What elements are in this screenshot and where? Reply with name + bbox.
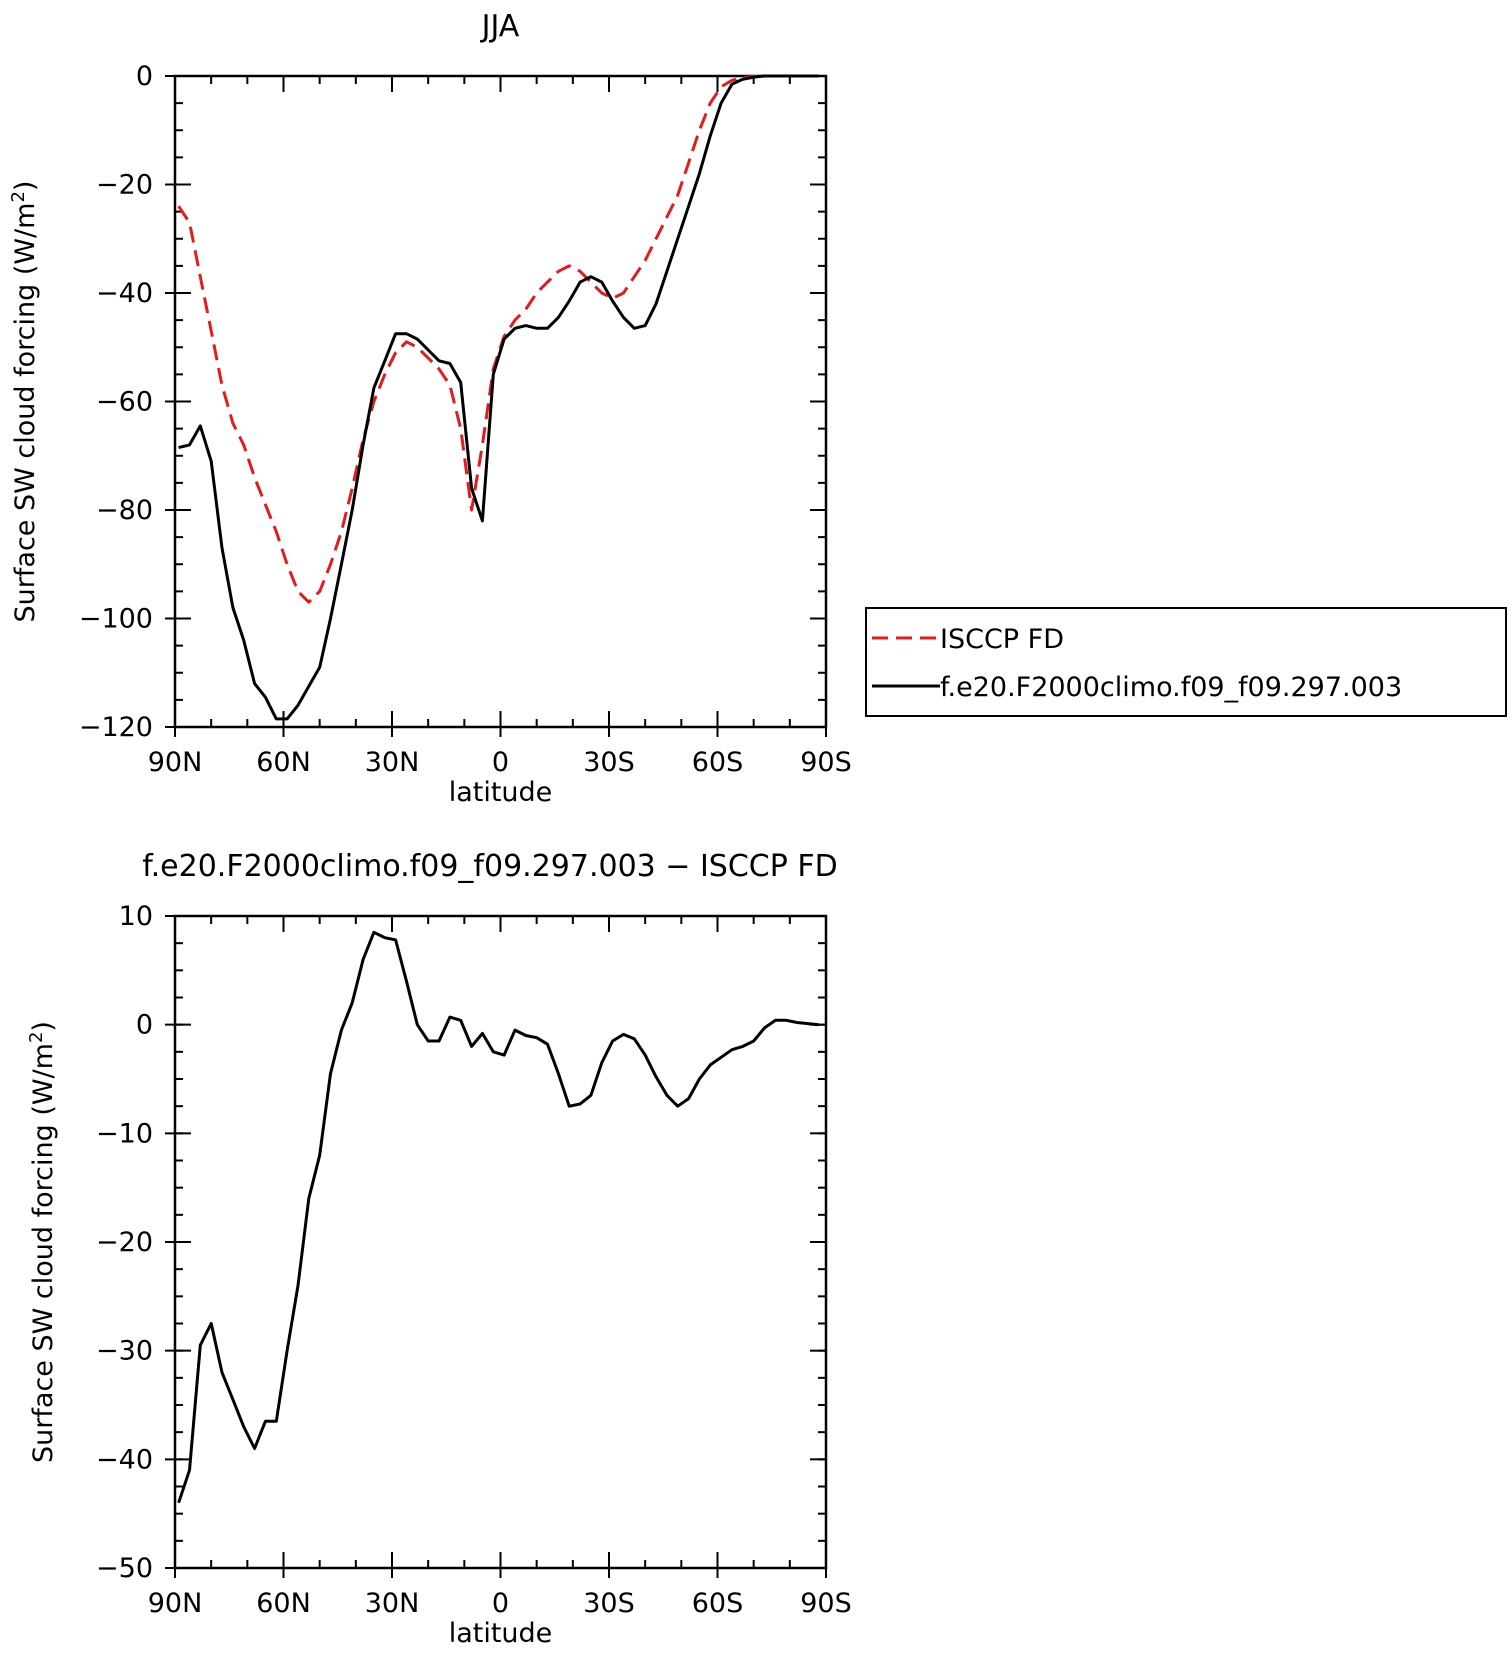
y-tick-label: −20 bbox=[96, 1227, 153, 1258]
legend-label-0: ISCCP FD bbox=[940, 624, 1064, 655]
chart-title: f.e20.F2000climo.f09_f09.297.003 − ISCCP… bbox=[142, 849, 837, 884]
x-axis-label: latitude bbox=[449, 777, 553, 808]
y-tick-label: 0 bbox=[136, 61, 153, 92]
y-axis-label-end: ) bbox=[10, 181, 41, 192]
bottom-panel: f.e20.F2000climo.f09_f09.297.003 − ISCCP… bbox=[26, 849, 852, 1649]
chart-title: JJA bbox=[480, 9, 520, 44]
x-tick-label: 60S bbox=[692, 1588, 744, 1619]
y-axis-label-text: Surface SW cloud forcing (W/m bbox=[28, 1043, 59, 1463]
x-axis-label: latitude bbox=[449, 1618, 553, 1649]
x-tick-label: 90N bbox=[148, 747, 203, 778]
x-tick-label: 90S bbox=[800, 1588, 852, 1619]
y-tick-label: −20 bbox=[96, 170, 153, 201]
top-panel: JJA 90N 60N 30N 0 30S 60S 90S 0 −20 −40 −60 −80 −100 −… bbox=[8, 9, 852, 808]
x-tick-label: 0 bbox=[492, 1588, 509, 1619]
y-tick-label: −100 bbox=[79, 604, 153, 635]
y-tick-label: −40 bbox=[96, 278, 153, 309]
x-tick-label: 0 bbox=[492, 747, 509, 778]
legend: ISCCP FD f.e20.F2000climo.f09_f09.297.003 bbox=[865, 607, 1507, 717]
y-axis-label-superscript: 2 bbox=[26, 1032, 47, 1043]
x-tick-label: 30S bbox=[583, 747, 635, 778]
x-tick-label: 60N bbox=[256, 747, 311, 778]
y-axis-label: Surface SW cloud forcing (W/m2) bbox=[26, 1021, 59, 1463]
y-tick-label: 0 bbox=[136, 1010, 153, 1041]
x-tick-label: 30S bbox=[583, 1588, 635, 1619]
y-axis-label: Surface SW cloud forcing (W/m2) bbox=[8, 181, 41, 623]
y-tick-label: −40 bbox=[96, 1444, 153, 1475]
series-line-1 bbox=[178, 74, 819, 721]
y-tick-label: −80 bbox=[96, 495, 153, 526]
x-tick-label: 60N bbox=[256, 1588, 311, 1619]
y-axis-label-superscript: 2 bbox=[8, 191, 29, 202]
y-tick-label: 10 bbox=[119, 901, 153, 932]
x-tick-label: 60S bbox=[692, 747, 744, 778]
x-tick-label: 30N bbox=[365, 1588, 420, 1619]
x-tick-label: 90N bbox=[148, 1588, 203, 1619]
legend-box bbox=[865, 607, 1507, 717]
y-tick-label: −60 bbox=[96, 387, 153, 418]
y-axis-label-end: ) bbox=[28, 1021, 59, 1032]
series-line-0 bbox=[177, 74, 819, 604]
plot-frame bbox=[173, 74, 828, 729]
y-tick-label: −30 bbox=[96, 1336, 153, 1367]
series-line-0 bbox=[177, 930, 819, 1504]
x-tick-label: 90S bbox=[800, 747, 852, 778]
y-axis-label-text: Surface SW cloud forcing (W/m bbox=[10, 203, 41, 623]
x-tick-label: 30N bbox=[365, 747, 420, 778]
y-tick-label: −120 bbox=[79, 712, 153, 743]
y-tick-label: −10 bbox=[96, 1118, 153, 1149]
plot-frame bbox=[173, 914, 828, 1570]
legend-label-1: f.e20.F2000climo.f09_f09.297.003 bbox=[940, 672, 1402, 703]
y-tick-label: −50 bbox=[96, 1553, 153, 1584]
